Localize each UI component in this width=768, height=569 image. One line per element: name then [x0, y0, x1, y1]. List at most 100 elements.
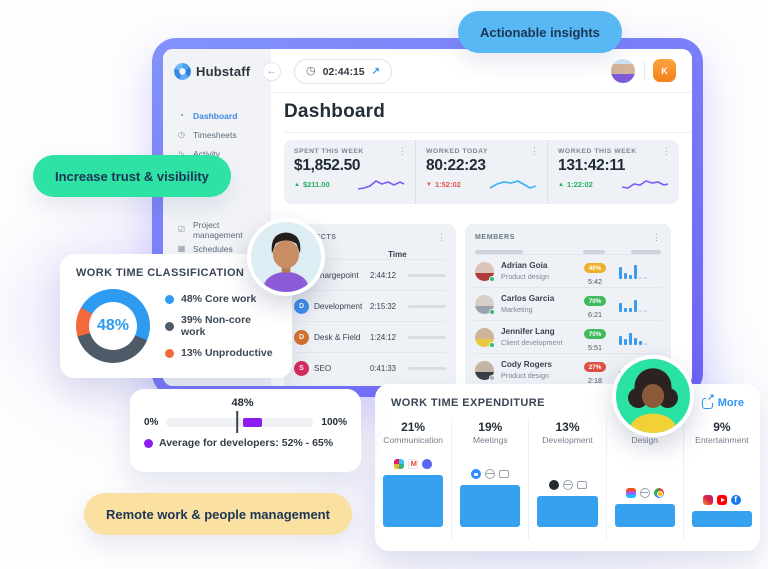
slack-icon: [394, 459, 405, 469]
column-percent: 9%: [713, 420, 731, 434]
slider-pointer[interactable]: [236, 411, 238, 433]
list-item[interactable]: Jennifer Lang Client development 70% 5:5…: [475, 320, 661, 353]
user-avatar[interactable]: [611, 59, 635, 83]
facebook-icon: [730, 494, 741, 505]
activity-badge: 40%: [583, 263, 607, 273]
member-mini-chart: [615, 297, 661, 312]
callout-actionable-insights: Actionable insights: [458, 11, 622, 53]
stat-value: $1,852.50: [294, 157, 361, 174]
globe-icon: [562, 480, 573, 490]
sidebar-item-label: Schedules: [193, 243, 233, 254]
member-time: 5:42: [588, 276, 602, 286]
legend-dot: [144, 438, 153, 448]
kebab-menu-icon[interactable]: ⋮: [662, 146, 671, 156]
brand-logo[interactable]: Hubstaff: [163, 49, 271, 93]
external-link-icon: [701, 391, 715, 409]
back-button[interactable]: ←: [262, 62, 281, 81]
slider-legend-text: Average for developers: 52% - 65%: [159, 437, 334, 449]
stats-row: SPENT THIS WEEK ⋮ $1,852.50 ▲ $211.00 WO…: [284, 140, 679, 204]
stat-label: SPENT THIS WEEK: [294, 148, 364, 155]
project-name: Chargepoint: [314, 270, 359, 280]
member-name: Cody Rogers: [501, 360, 552, 370]
table-row[interactable]: S SEO 0:41:33: [294, 352, 446, 383]
mini-bar: [624, 273, 627, 279]
mini-bar: [639, 341, 642, 345]
progress-bar: [408, 366, 446, 370]
figma-icon: [625, 488, 636, 498]
delta-up-icon: ▲: [558, 181, 564, 188]
list-item[interactable]: Carlos Garcia Marketing 70% 6:21: [475, 287, 661, 320]
project-avatar: S: [294, 360, 309, 376]
slider-value-label: 48%: [231, 397, 254, 409]
expenditure-column-communication: 21% Communication: [375, 418, 451, 539]
app-icons: [684, 494, 760, 505]
man-illustration: [263, 232, 309, 292]
monitor-icon: [499, 470, 510, 478]
project-time: 2:44:12: [370, 270, 397, 280]
expenditure-bar: [691, 511, 753, 527]
slider-min-label: 0%: [144, 417, 159, 428]
slider-max-label: 100%: [321, 417, 347, 428]
mini-bar: [629, 308, 632, 312]
members-title: MEMBERS: [475, 234, 515, 241]
activity-badge: 70%: [583, 296, 607, 306]
stat-delta: 1:22:02: [566, 180, 593, 189]
status-dot: [489, 308, 495, 315]
sidebar-item-dashboard[interactable]: ◔ Dashboard: [163, 106, 271, 125]
expenditure-bar: [460, 485, 521, 527]
org-badge[interactable]: K: [653, 59, 676, 82]
member-avatar: [475, 294, 495, 315]
expenditure-bar: [383, 475, 444, 527]
slider-track[interactable]: [166, 411, 314, 433]
sidebar-item-schedules[interactable]: ▦ Schedules: [163, 239, 271, 258]
avatar-man-photo: [247, 218, 325, 296]
table-row[interactable]: D Desk & Field 1:24:12: [294, 321, 446, 352]
globe-icon: [639, 488, 650, 498]
member-role: Client development: [501, 337, 563, 347]
skeleton-column-headers: [475, 250, 661, 254]
member-mini-chart: [615, 330, 661, 345]
expenditure-column-entertainment: 9% Entertainment: [682, 418, 760, 539]
donut-center-label: 48%: [89, 302, 137, 350]
sidebar-item-activity[interactable]: ∿ Activity: [163, 144, 271, 163]
project-name: Development: [314, 301, 363, 311]
sparkline-chart: [621, 180, 669, 189]
header-divider: [644, 61, 645, 81]
hubstaff-logo-icon: [174, 62, 191, 80]
mini-bar: [634, 264, 637, 279]
sidebar-item-label: Activity: [193, 148, 220, 159]
column-header-time: Time: [388, 250, 407, 259]
table-row[interactable]: D Development 2:15:32: [294, 290, 446, 321]
app-icons: [529, 480, 605, 490]
member-avatar: [475, 360, 495, 381]
mini-bar: [619, 266, 622, 279]
instagram-icon: [702, 495, 713, 505]
legend-dot: [165, 321, 174, 331]
sidebar-item-project-management[interactable]: ☑ Project management: [163, 220, 271, 240]
more-link[interactable]: More: [701, 391, 744, 409]
member-name: Jennifer Lang: [501, 327, 555, 337]
column-percent: 19%: [478, 420, 503, 434]
brand-name: Hubstaff: [196, 63, 251, 79]
expenditure-bar: [537, 496, 598, 527]
sidebar-item-label: Dashboard: [193, 110, 238, 121]
kebab-menu-icon[interactable]: ⋮: [530, 146, 539, 156]
column-percent: 21%: [401, 420, 426, 434]
timer-widget[interactable]: ◷ 02:44:15 ↗: [294, 59, 393, 84]
legend-dot: [165, 294, 174, 304]
stat-delta: 1:52:02: [434, 180, 461, 189]
kebab-menu-icon[interactable]: ⋮: [437, 232, 446, 242]
kebab-menu-icon[interactable]: ⋮: [652, 232, 661, 242]
app-icons: [452, 469, 528, 479]
sidebar-item-timesheets[interactable]: ◷ Timesheets: [163, 125, 271, 144]
dashboard-icon: ◔: [179, 111, 184, 120]
member-mini-chart: [615, 264, 661, 279]
list-item[interactable]: Adrian Goia Product design 40% 5:42: [475, 254, 661, 287]
discord-icon: [422, 459, 433, 469]
chrome-icon: [653, 488, 664, 498]
project-name: SEO: [314, 363, 332, 373]
activity-badge: 70%: [583, 329, 607, 339]
card-title: WORK TIME CLASSIFICATION: [76, 267, 245, 279]
kebab-menu-icon[interactable]: ⋮: [398, 146, 407, 156]
app-icons: [375, 459, 451, 469]
